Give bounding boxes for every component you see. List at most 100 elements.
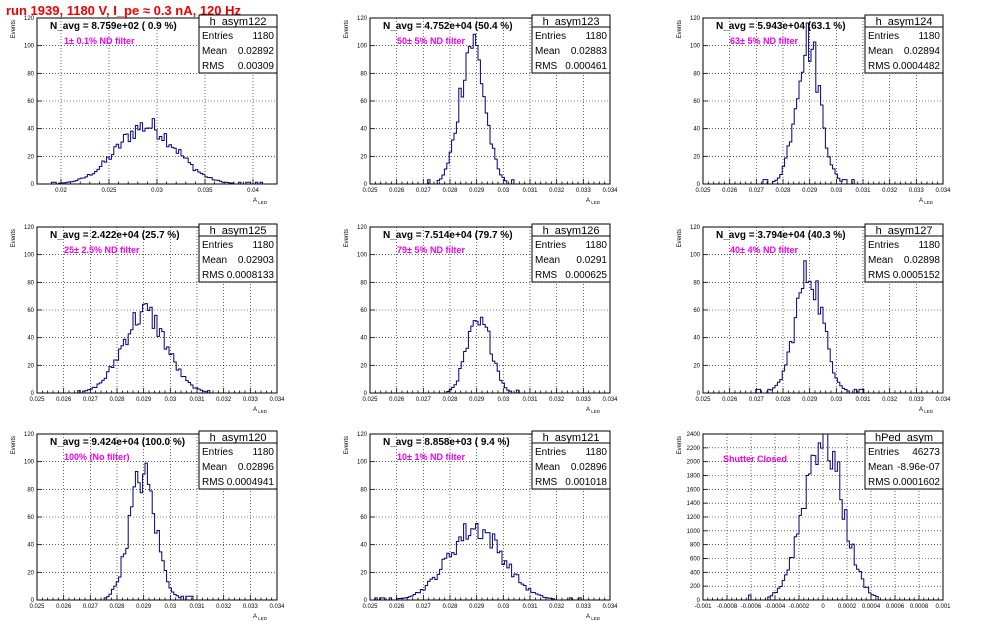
y-tick-label: 0 bbox=[364, 598, 368, 604]
y-tick-label: 40 bbox=[693, 336, 700, 342]
y-tick-label: 100 bbox=[690, 253, 701, 259]
stats-box bbox=[198, 26, 278, 74]
histogram-line bbox=[370, 523, 610, 601]
y-tick-label: 80 bbox=[27, 280, 34, 286]
stats-label: Mean bbox=[202, 46, 227, 57]
y-tick-label: 0 bbox=[697, 391, 701, 397]
histogram-line bbox=[370, 316, 610, 394]
y-tick-label: 60 bbox=[360, 308, 367, 314]
y-tick-label: 100 bbox=[357, 460, 368, 466]
x-axis-title: A LED bbox=[253, 407, 268, 414]
y-tick-label: 20 bbox=[27, 363, 34, 369]
x-tick-label: 0.03 bbox=[497, 397, 509, 403]
y-axis-title: Events bbox=[677, 436, 683, 454]
y-tick-label: 80 bbox=[360, 487, 367, 493]
y-tick-label: 80 bbox=[360, 280, 367, 286]
y-tick-label: 20 bbox=[360, 570, 367, 576]
y-tick-label: 40 bbox=[360, 127, 367, 133]
x-tick-label: 0.031 bbox=[189, 604, 205, 610]
y-axis-title: Events bbox=[344, 436, 350, 454]
stats-label: RMS bbox=[535, 61, 558, 72]
histogram-name: h_asym124 bbox=[876, 16, 933, 28]
filter-note: Shutter Closed bbox=[723, 454, 787, 464]
histogram-panel-hPed_asym: -0.001 -0.0008 -0.0006 -0.0004 -0.0002 0 0.000… bbox=[677, 430, 951, 610]
x-tick-label: 0.001 bbox=[935, 604, 951, 610]
y-axis-title: Events bbox=[11, 20, 17, 38]
x-tick-label: 0.025 bbox=[695, 188, 711, 194]
y-tick-label: 60 bbox=[27, 308, 34, 314]
y-tick-label: 20 bbox=[360, 363, 367, 369]
stats-value: 0.02903 bbox=[238, 255, 275, 266]
x-tick-label: 0.032 bbox=[549, 397, 565, 403]
y-tick-label: 80 bbox=[693, 71, 700, 77]
filter-note: 10± 1% ND filter bbox=[397, 452, 465, 462]
stats-box bbox=[531, 26, 611, 74]
y-tick-label: 20 bbox=[27, 570, 34, 576]
histogram-name: h_asym126 bbox=[543, 225, 600, 237]
stats-label: Mean bbox=[535, 255, 560, 266]
x-tick-label: 0.029 bbox=[469, 397, 485, 403]
stats-value: 0.000461 bbox=[565, 61, 607, 72]
y-tick-label: 20 bbox=[693, 154, 700, 160]
y-tick-label: 120 bbox=[357, 432, 368, 438]
x-tick-label: 0.031 bbox=[522, 397, 538, 403]
x-tick-label: 0.025 bbox=[695, 397, 711, 403]
y-tick-label: 40 bbox=[27, 336, 34, 342]
stats-label: Entries bbox=[535, 240, 566, 251]
x-tick-label: 0.029 bbox=[136, 604, 152, 610]
x-tick-label: 0.027 bbox=[83, 397, 99, 403]
histogram-name: h_asym123 bbox=[543, 16, 600, 28]
stats-value: 1180 bbox=[585, 31, 607, 42]
histogram-panel-h_asym120: 0.025 0.026 0.027 0.028 0.029 0.03 0.031 0.032 0… bbox=[11, 430, 285, 621]
x-tick-label: 0.03 bbox=[830, 397, 842, 403]
x-tick-label: 0.032 bbox=[882, 188, 898, 194]
x-tick-label: 0.034 bbox=[935, 188, 951, 194]
x-tick-label: 0.025 bbox=[29, 397, 45, 403]
y-tick-label: 1600 bbox=[687, 487, 701, 493]
y-axis-title: Events bbox=[344, 229, 350, 247]
y-axis-title: Events bbox=[344, 20, 350, 38]
x-tick-label: 0.033 bbox=[243, 604, 259, 610]
y-tick-label: 100 bbox=[24, 44, 35, 50]
stats-label: Entries bbox=[535, 31, 566, 42]
y-tick-label: 40 bbox=[360, 336, 367, 342]
y-axis-title: Events bbox=[677, 20, 683, 38]
filter-note: 79± 5% ND filter bbox=[397, 245, 465, 255]
histogram-line bbox=[37, 303, 277, 394]
y-tick-label: 2400 bbox=[687, 432, 701, 438]
y-tick-label: 0 bbox=[697, 182, 701, 188]
x-tick-label: 0.034 bbox=[935, 397, 951, 403]
y-tick-label: 100 bbox=[24, 460, 35, 466]
navg-label: N_avg = 8.759e+02 ( 0.9 %) bbox=[50, 21, 177, 32]
x-tick-label: -0.0008 bbox=[717, 604, 738, 610]
x-tick-label: 0.0008 bbox=[910, 604, 929, 610]
stats-value: 1180 bbox=[918, 240, 940, 251]
y-tick-label: 60 bbox=[360, 99, 367, 105]
navg-label: N_avg = 5.943e+04 (63.1 %) bbox=[716, 21, 846, 32]
y-tick-label: 0 bbox=[31, 182, 35, 188]
stats-value: 0.0004482 bbox=[893, 61, 941, 72]
stats-value: 0.0291 bbox=[576, 255, 607, 266]
x-tick-label: 0.029 bbox=[136, 397, 152, 403]
y-tick-label: 120 bbox=[24, 432, 35, 438]
histogram-panel-h_asym124: 0.025 0.026 0.027 0.028 0.029 0.03 0.031 0.032 0… bbox=[677, 14, 951, 205]
page-title: run 1939, 1180 V, I_pe ≈ 0.3 nA, 120 Hz bbox=[6, 3, 242, 18]
x-tick-label: 0.025 bbox=[362, 188, 378, 194]
histogram-name: h_asym127 bbox=[876, 225, 933, 237]
histogram-name: hPed_asym bbox=[875, 432, 933, 444]
stats-label: Entries bbox=[868, 240, 899, 251]
x-tick-label: 0.027 bbox=[83, 604, 99, 610]
stats-label: Entries bbox=[535, 447, 566, 458]
x-tick-label: -0.0004 bbox=[765, 604, 786, 610]
histogram-panel-h_asym122: 0.02 0.025 0.03 0.035 0.04 0 20 40 60 80 100 120 Eve… bbox=[11, 14, 278, 205]
y-tick-label: 60 bbox=[360, 515, 367, 521]
stats-value: 1180 bbox=[918, 31, 940, 42]
histogram-panel-h_asym127: 0.025 0.026 0.027 0.028 0.029 0.03 0.031 0.032 0… bbox=[677, 223, 951, 414]
histogram-name: h_asym121 bbox=[543, 432, 600, 444]
y-tick-label: 0 bbox=[31, 598, 35, 604]
x-tick-label: 0.0006 bbox=[886, 604, 905, 610]
y-axis-title: Events bbox=[677, 229, 683, 247]
filter-note: 50± 5% ND filter bbox=[397, 36, 465, 46]
navg-label: N_avg = 2.422e+04 (25.7 %) bbox=[50, 230, 180, 241]
